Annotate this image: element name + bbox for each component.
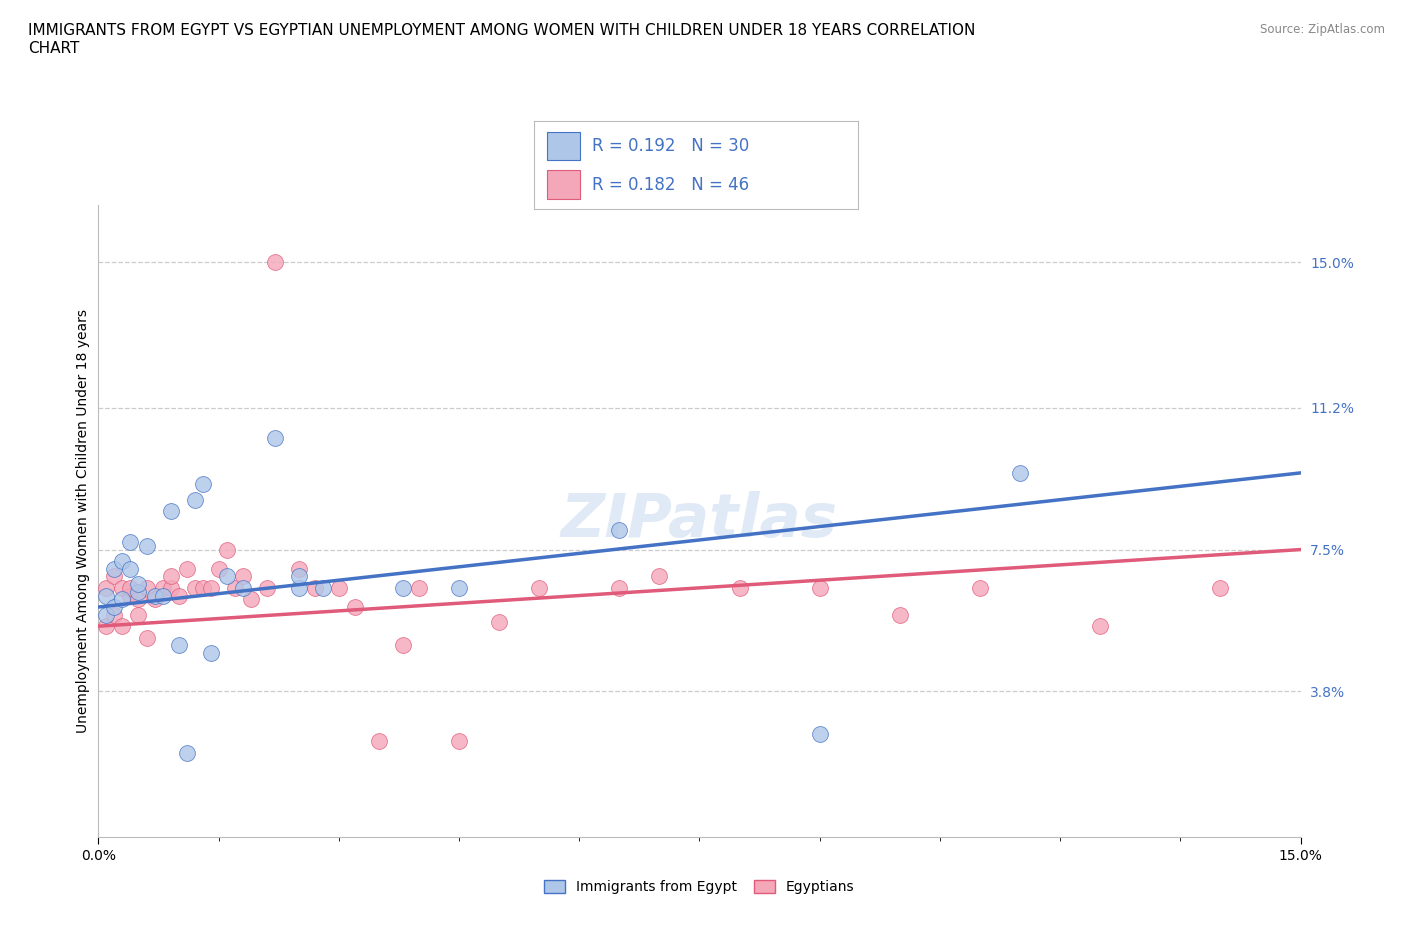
Point <box>215 542 238 557</box>
Point <box>135 538 157 553</box>
Point <box>288 580 311 595</box>
Point <box>200 580 222 595</box>
Point <box>159 569 181 584</box>
Point <box>224 580 246 595</box>
Point <box>96 588 118 603</box>
Point <box>232 580 254 595</box>
Point <box>215 569 238 584</box>
Point <box>312 580 335 595</box>
Point <box>103 569 125 584</box>
Point <box>1209 580 1232 595</box>
Text: IMMIGRANTS FROM EGYPT VS EGYPTIAN UNEMPLOYMENT AMONG WOMEN WITH CHILDREN UNDER 1: IMMIGRANTS FROM EGYPT VS EGYPTIAN UNEMPL… <box>28 23 976 56</box>
Text: R = 0.192   N = 30: R = 0.192 N = 30 <box>592 137 749 154</box>
Point <box>135 580 157 595</box>
Point <box>103 600 125 615</box>
Point <box>152 580 174 595</box>
Point <box>263 255 285 270</box>
Point <box>120 588 142 603</box>
Point <box>969 580 991 595</box>
Point <box>120 535 142 550</box>
Point <box>208 562 231 577</box>
Point <box>152 588 174 603</box>
Point <box>96 618 118 633</box>
Point <box>328 580 350 595</box>
Point <box>191 477 214 492</box>
Point <box>392 580 415 595</box>
Point <box>728 580 751 595</box>
Point <box>183 580 205 595</box>
Point <box>447 734 470 749</box>
Point <box>128 577 150 591</box>
Point <box>143 591 166 606</box>
Point <box>263 431 285 445</box>
Point <box>143 588 166 603</box>
Y-axis label: Unemployment Among Women with Children Under 18 years: Unemployment Among Women with Children U… <box>76 309 90 733</box>
Point <box>343 600 366 615</box>
Point <box>200 645 222 660</box>
Point <box>889 607 911 622</box>
Point <box>128 584 150 599</box>
Text: R = 0.182   N = 46: R = 0.182 N = 46 <box>592 176 749 193</box>
Point <box>232 569 254 584</box>
Point <box>368 734 391 749</box>
Point <box>111 618 134 633</box>
Point <box>183 492 205 507</box>
Point <box>135 631 157 645</box>
Point <box>648 569 671 584</box>
Point <box>128 607 150 622</box>
Point <box>96 607 118 622</box>
Point <box>191 580 214 595</box>
Point <box>159 580 181 595</box>
Point <box>304 580 326 595</box>
Point <box>288 569 311 584</box>
Point <box>167 638 190 653</box>
Point <box>120 580 142 595</box>
Point <box>609 523 631 538</box>
Point <box>111 591 134 606</box>
Point <box>167 588 190 603</box>
Point <box>239 591 262 606</box>
Point <box>529 580 551 595</box>
Point <box>176 562 198 577</box>
Point <box>392 638 415 653</box>
Point <box>176 745 198 760</box>
Point <box>111 553 134 568</box>
Text: ZIPatlas: ZIPatlas <box>561 491 838 551</box>
Point <box>128 591 150 606</box>
Point <box>808 726 831 741</box>
Point <box>103 562 125 577</box>
Bar <box>547 131 579 160</box>
Point <box>447 580 470 595</box>
Point <box>488 615 510 630</box>
Point <box>408 580 430 595</box>
Point <box>1088 618 1111 633</box>
Bar <box>547 170 579 199</box>
Point <box>111 580 134 595</box>
Point <box>159 504 181 519</box>
Point <box>120 562 142 577</box>
Point <box>96 580 118 595</box>
Point <box>609 580 631 595</box>
Point <box>808 580 831 595</box>
Point <box>1010 465 1032 480</box>
Text: Source: ZipAtlas.com: Source: ZipAtlas.com <box>1260 23 1385 36</box>
Legend: Immigrants from Egypt, Egyptians: Immigrants from Egypt, Egyptians <box>538 874 860 899</box>
Point <box>256 580 278 595</box>
Point <box>103 607 125 622</box>
Point <box>288 562 311 577</box>
